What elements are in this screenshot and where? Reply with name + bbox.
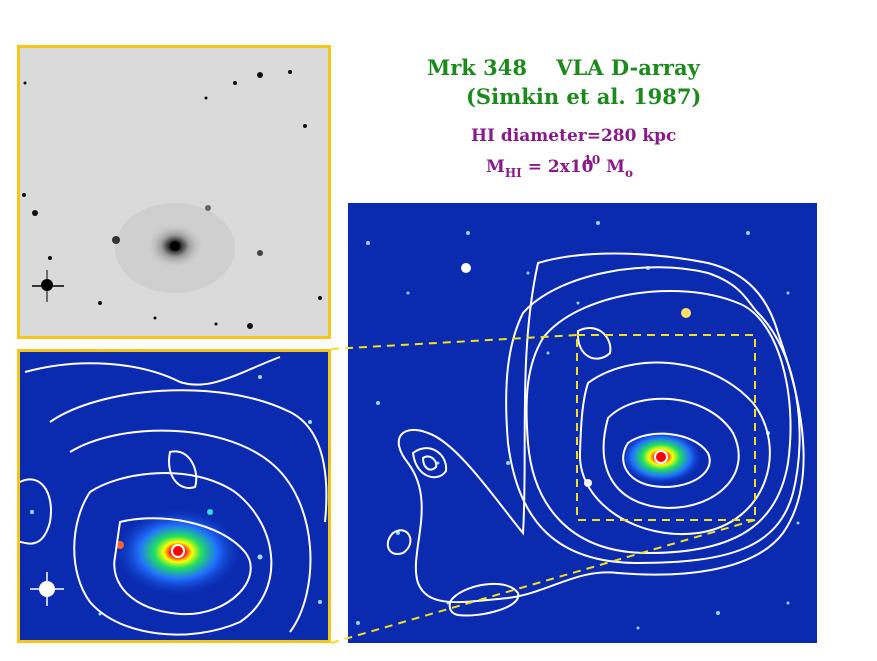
hi-diameter-label: HI diameter=280 kpc: [471, 126, 677, 146]
mass-unit-subscript: o: [624, 166, 633, 180]
mass-exponent: 10: [583, 153, 601, 167]
mass-value: = 2x10: [521, 157, 594, 177]
title-line-2: (Simkin et al. 1987): [466, 84, 702, 109]
mass-symbol: M: [486, 157, 505, 177]
title-line-1: Mrk 348 VLA D-array: [427, 55, 700, 80]
mass-unit: M: [600, 157, 625, 177]
hi-contour-image-panel: [348, 203, 817, 643]
optical-image-panel: [17, 45, 331, 339]
hi-contour-image: [348, 203, 817, 643]
optical-image: [20, 48, 328, 336]
zoom-image-panel: [17, 349, 331, 643]
hi-mass-label: MHI = 2x1010 Mo: [486, 153, 633, 180]
zoom-image: [20, 352, 328, 640]
mass-subscript: HI: [504, 166, 522, 180]
